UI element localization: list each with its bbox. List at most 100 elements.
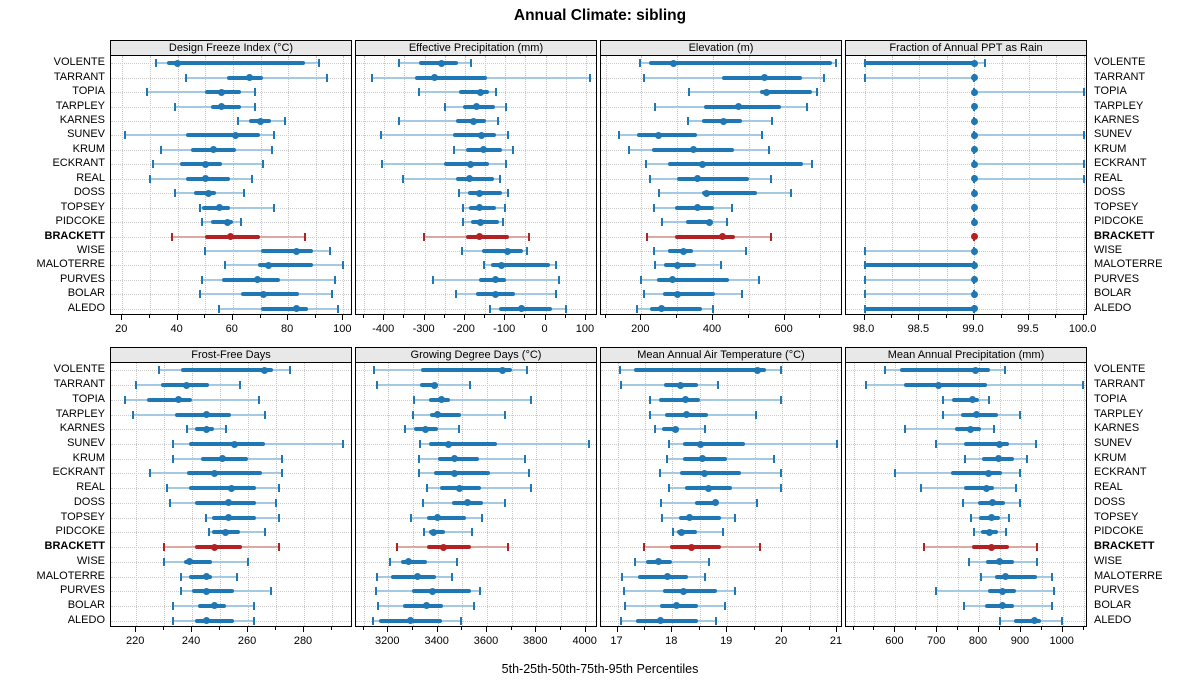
interval-cap-p5 (163, 543, 166, 551)
interval-cap-p5 (455, 290, 458, 299)
axis-tick-minor (314, 315, 316, 318)
interval-median-dot (988, 514, 996, 522)
interval-cap-p5 (421, 498, 424, 507)
interval-cap-p5 (157, 366, 160, 375)
interval-cap-p95 (1014, 484, 1017, 493)
gridline-horizontal (356, 265, 596, 267)
interval-cap-p95 (780, 366, 782, 375)
row-label-left: TARRANT (53, 70, 105, 83)
panel-plot (110, 362, 352, 627)
interval-cap-p5 (483, 261, 486, 270)
interval-iqr-25-75 (682, 442, 745, 446)
panel-plot (600, 362, 842, 627)
interval-cap-p95 (708, 557, 711, 566)
interval-median-dot (688, 543, 695, 551)
interval-cap-p95 (273, 131, 276, 140)
axis-tick-minor (510, 627, 512, 630)
panel-header: Frost-Free Days (110, 347, 352, 363)
axis-tick-label: -400 (372, 323, 395, 335)
interval-range-5-95 (974, 163, 1084, 166)
interval-median-dot (719, 117, 727, 125)
interval-cap-p5 (395, 543, 398, 551)
interval-cap-p95 (269, 587, 272, 596)
interval-cap-p5 (425, 484, 428, 493)
interval-iqr-25-75 (676, 530, 697, 535)
row-label-right: TARRANT (1094, 70, 1146, 83)
interval-median-dot (996, 558, 1004, 566)
axis-tick-label: 3600 (473, 635, 499, 647)
interval-median-dot (225, 499, 232, 507)
interval-median-dot (676, 381, 684, 389)
interval-cap-p5 (413, 395, 416, 404)
interval-cap-p5 (204, 247, 207, 255)
gridline-vertical (525, 56, 527, 314)
interval-cap-p5 (171, 232, 174, 241)
gridline-vertical (644, 363, 646, 626)
interval-cap-p95 (252, 601, 255, 610)
gridline-vertical (384, 56, 386, 314)
interval-iqr-25-75 (648, 61, 833, 66)
row-label-right: KRUM (1094, 142, 1127, 155)
interval-median-dot (656, 617, 664, 625)
interval-cap-p95 (704, 572, 707, 581)
row-label-left: WISE (76, 244, 105, 256)
interval-median-dot (970, 74, 978, 82)
interval-cap-p5 (461, 218, 464, 227)
axis-tick-major (781, 627, 783, 632)
chart-title: Annual Climate: sibling (513, 7, 687, 24)
interval-cap-p5 (634, 557, 636, 566)
interval-cap-p5 (659, 469, 662, 478)
interval-iqr-25-75 (185, 133, 261, 138)
axis-strip: 200 400 600 (600, 315, 842, 339)
row-label-left: TARRANT (53, 378, 105, 391)
gridline-vertical (511, 363, 513, 626)
row-label-left: SUNEV (67, 437, 105, 449)
interval-cap-p5 (410, 513, 412, 522)
interval-median-dot (693, 175, 701, 183)
interval-iqr-25-75 (452, 133, 496, 138)
gridline-horizontal (356, 308, 596, 310)
gridline-vertical (1028, 56, 1030, 314)
interval-cap-p95 (719, 261, 722, 270)
gridline-vertical (122, 56, 124, 314)
interval-iqr-25-75 (663, 292, 716, 297)
interval-cap-p5 (961, 498, 964, 507)
interval-cap-p95 (767, 145, 770, 154)
axis-tick-minor (945, 315, 947, 318)
interval-cap-p95 (1051, 572, 1054, 581)
axis-tick-label: 600 (885, 635, 904, 647)
interval-cap-p5 (863, 275, 866, 284)
gridline-vertical (1056, 56, 1058, 314)
interval-cap-p95 (1036, 557, 1039, 566)
panel-plot (845, 362, 1087, 627)
gridline-vertical (404, 56, 406, 314)
interval-cap-p5 (201, 218, 204, 227)
interval-cap-p5 (618, 131, 621, 140)
interval-median-dot (498, 261, 506, 269)
gridline-vertical (136, 363, 138, 626)
interval-median-dot (712, 499, 720, 507)
interval-cap-p95 (555, 261, 558, 270)
axis-tick-label: 98.0 (852, 323, 875, 335)
interval-cap-p5 (643, 543, 646, 551)
axis-tick-label: 0 (541, 323, 548, 335)
interval-median-dot (970, 204, 978, 212)
gridline-vertical (672, 363, 674, 626)
interval-cap-p95 (558, 275, 561, 284)
interval-cap-p95 (289, 366, 292, 375)
axis-tick-major (1082, 315, 1084, 320)
axis-tick-minor (412, 627, 413, 630)
axis-tick-label: 1000 (1049, 635, 1074, 647)
row-label-left: KRUM (72, 451, 105, 464)
gridline-vertical (713, 56, 714, 314)
panel-plot (355, 55, 597, 315)
axis-strip: 17 18 19 20 21 (600, 627, 842, 651)
interval-iqr-25-75 (391, 574, 436, 579)
interval-cap-p5 (659, 498, 662, 507)
gridline-horizontal (356, 605, 596, 607)
interval-cap-p5 (380, 160, 383, 169)
interval-median-dot (703, 189, 710, 197)
interval-cap-p95 (252, 616, 255, 625)
row-label-left: MALOTERRE (36, 258, 105, 271)
gridline-horizontal (356, 576, 596, 578)
